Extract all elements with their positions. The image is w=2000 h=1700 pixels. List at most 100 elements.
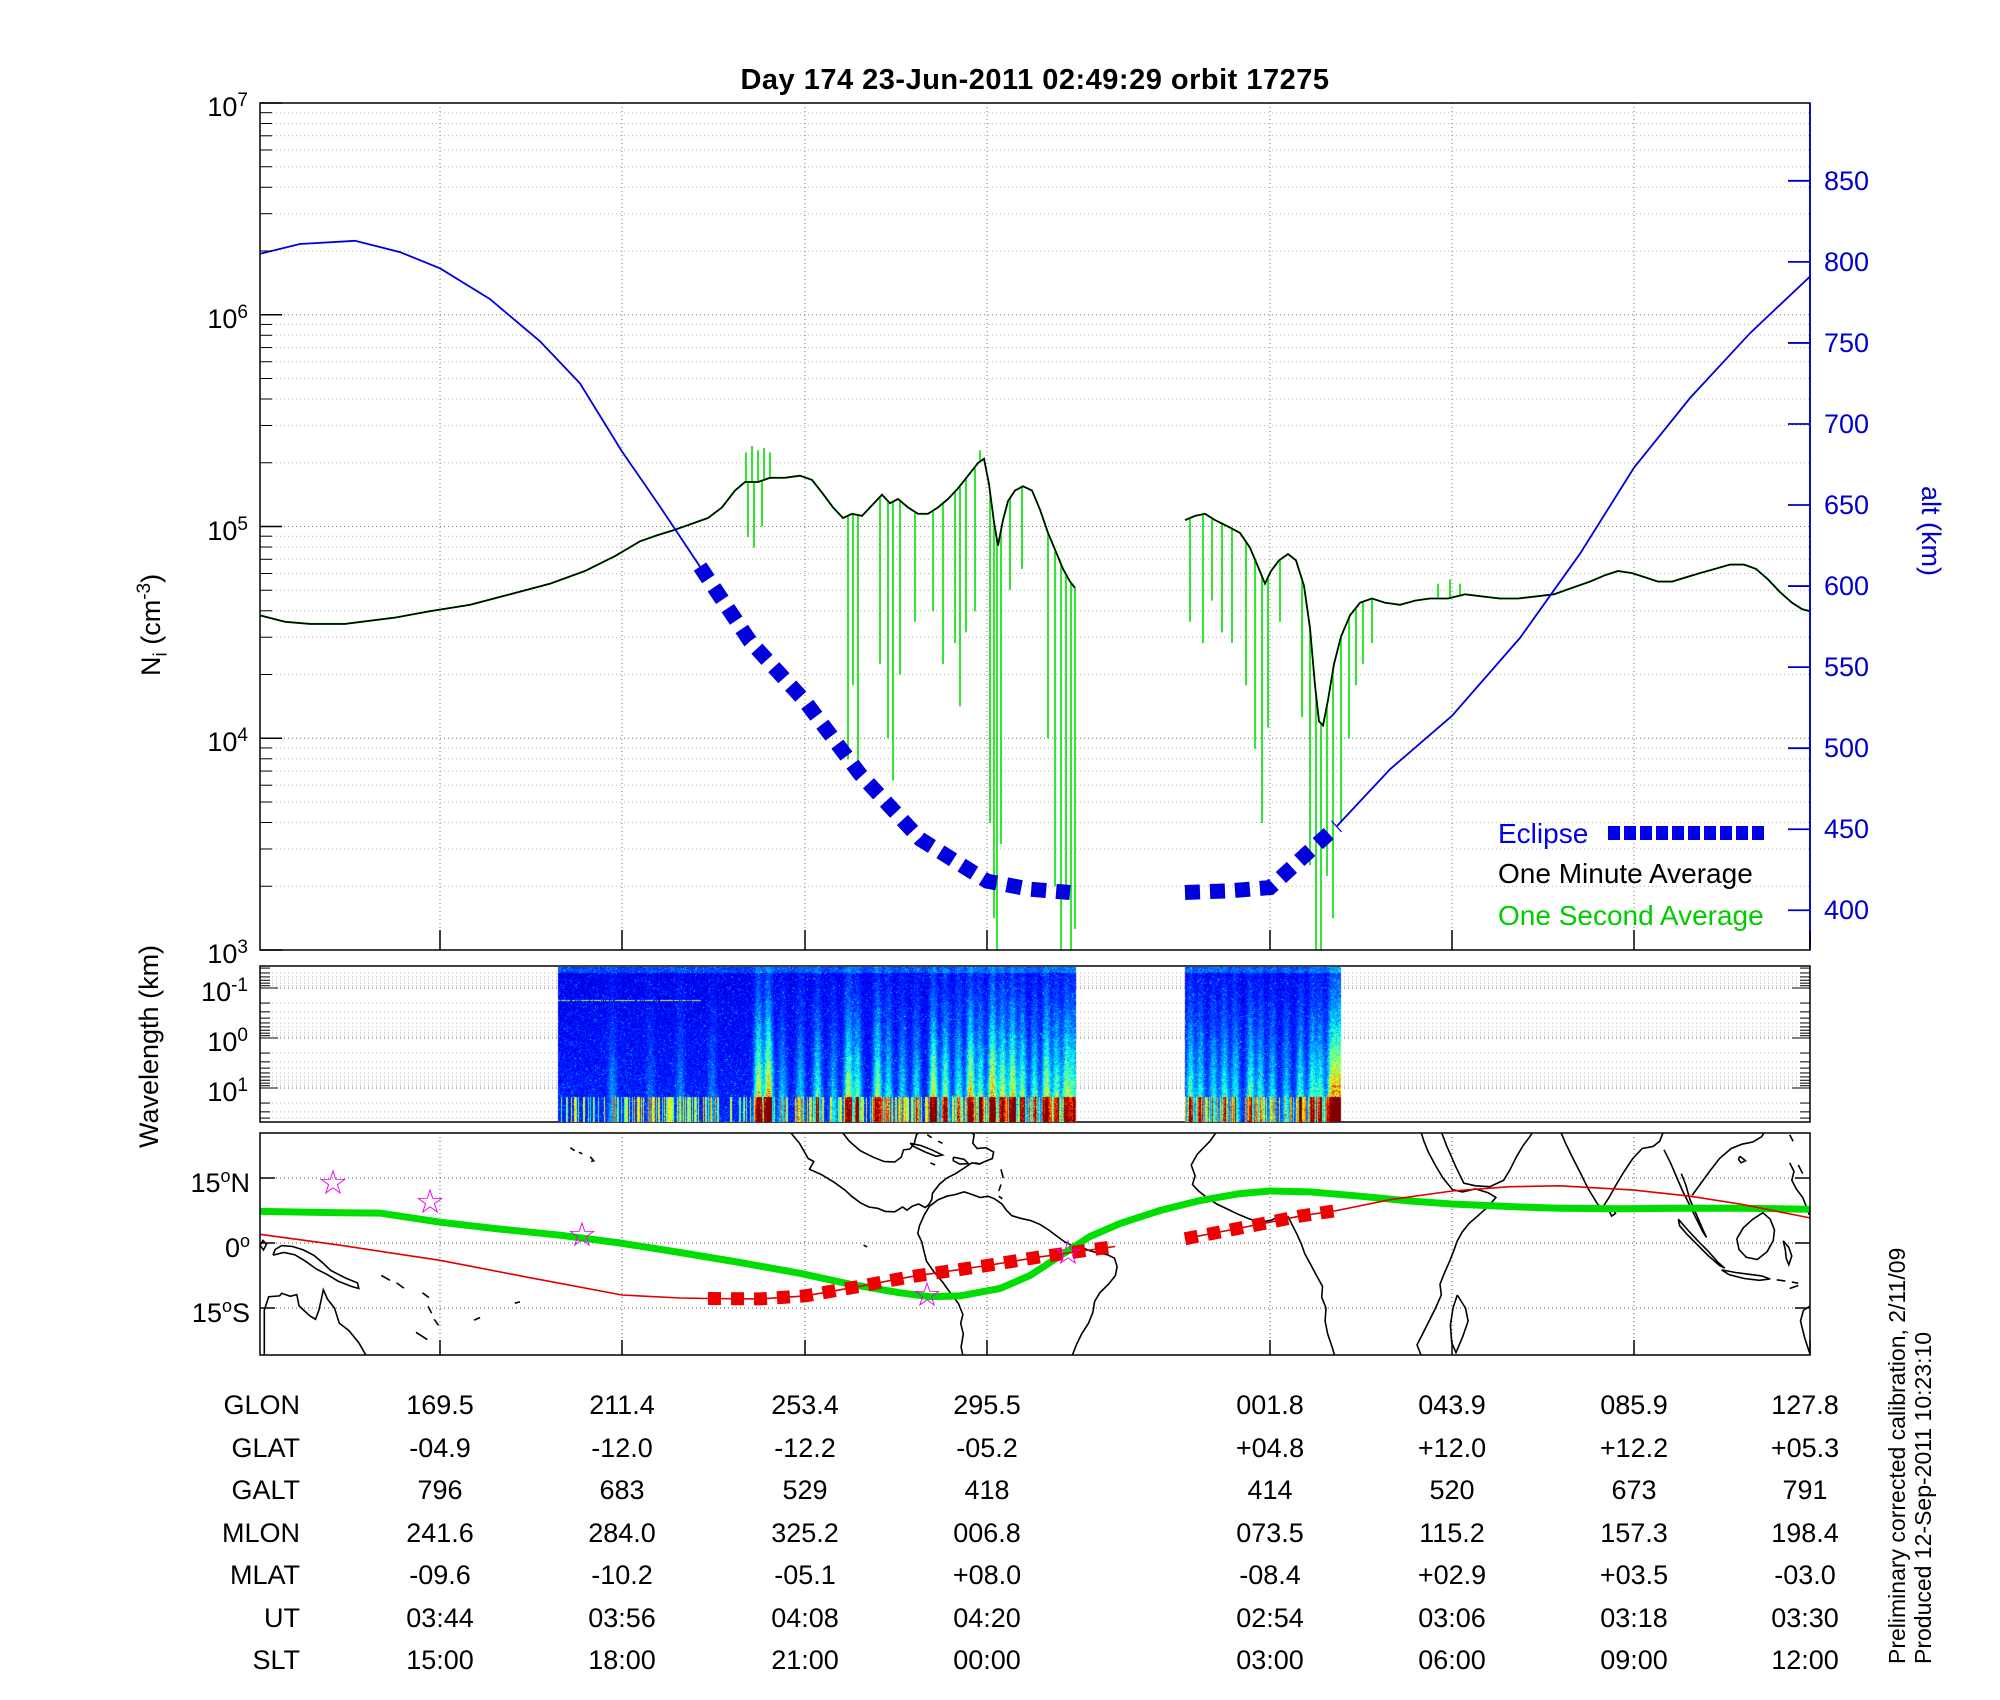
table-row-label: MLON bbox=[221, 1517, 300, 1548]
wavelength-axis-tick-label: 100 bbox=[207, 1025, 248, 1057]
table-value: 15:00 bbox=[406, 1645, 474, 1675]
altitude-axis-tick-label: 850 bbox=[1824, 165, 1870, 196]
coastline bbox=[1737, 1155, 1748, 1164]
legend-one-second-average-label: One Second Average bbox=[1498, 900, 1764, 931]
coastline bbox=[578, 1151, 583, 1155]
coastline bbox=[937, 1140, 943, 1145]
table-value: 02:54 bbox=[1236, 1602, 1304, 1633]
latitude-tick-label: 0o bbox=[224, 1231, 250, 1263]
table-row-label: GALT bbox=[231, 1475, 300, 1505]
coastline bbox=[422, 1292, 430, 1299]
table-value: 683 bbox=[599, 1475, 645, 1505]
density-axis-tick-label: 107 bbox=[207, 90, 248, 122]
eclipse-track-dashes bbox=[707, 1240, 1116, 1306]
coastline bbox=[789, 1133, 995, 1213]
density-series bbox=[260, 446, 1810, 950]
coastline bbox=[433, 1318, 440, 1326]
y-axis-label-altitude: alt (km) bbox=[1916, 486, 1946, 576]
table-value: 673 bbox=[1611, 1475, 1657, 1505]
density-axis-tick-label: 104 bbox=[207, 725, 248, 758]
latitude-tick-label: 15oS bbox=[191, 1295, 250, 1328]
altitude-axis-tick-label: 600 bbox=[1824, 571, 1870, 602]
wavelength-spectrogram-image bbox=[261, 967, 1810, 1122]
coastline bbox=[926, 1134, 933, 1139]
footer-calibration-note: Preliminary corrected calibration, 2/11/… bbox=[1884, 1247, 1910, 1664]
coastline bbox=[1799, 1305, 1810, 1355]
ground-station-star: ☆ bbox=[567, 1216, 597, 1254]
table-row-label: SLT bbox=[252, 1645, 300, 1675]
altitude-axis-tick-label: 750 bbox=[1824, 327, 1870, 358]
coastline bbox=[1691, 1133, 1765, 1196]
coastline bbox=[1782, 1240, 1793, 1267]
table-value: 085.9 bbox=[1600, 1390, 1668, 1420]
table-value: 006.8 bbox=[953, 1517, 1021, 1548]
wavelength-axis-tick-label: 10-1 bbox=[201, 975, 248, 1007]
coastline bbox=[1789, 1284, 1799, 1290]
coastline bbox=[415, 1331, 428, 1341]
table-value: -12.0 bbox=[591, 1432, 653, 1463]
table-value: 12:00 bbox=[1771, 1645, 1839, 1675]
density-axis-tick-label: 103 bbox=[207, 937, 248, 969]
latitude-tick-label: 15oN bbox=[190, 1166, 250, 1198]
coastline bbox=[841, 1133, 920, 1163]
table-value: 043.9 bbox=[1418, 1390, 1486, 1420]
table-value: 03:56 bbox=[588, 1602, 656, 1633]
table-value: +03.5 bbox=[1599, 1560, 1669, 1590]
coastline bbox=[909, 1142, 946, 1158]
density-axis-tick-label: 105 bbox=[207, 513, 248, 546]
table-value: +04.8 bbox=[1235, 1432, 1305, 1463]
ground-station-star: ☆ bbox=[912, 1276, 942, 1314]
table-value: +08.0 bbox=[952, 1560, 1022, 1590]
table-value: +05.3 bbox=[1770, 1432, 1840, 1463]
coastline bbox=[589, 1156, 596, 1163]
coastline bbox=[396, 1282, 405, 1289]
table-value: 04:20 bbox=[953, 1602, 1021, 1633]
ground-track-line bbox=[1184, 1184, 1810, 1240]
table-value: 03:44 bbox=[406, 1602, 474, 1633]
coastline bbox=[929, 1191, 1118, 1355]
table-row-label: GLON bbox=[223, 1390, 300, 1420]
table-value: +12.0 bbox=[1417, 1432, 1487, 1463]
coastline bbox=[998, 1195, 1003, 1200]
coastline bbox=[930, 1162, 936, 1166]
table-value: 418 bbox=[964, 1475, 1010, 1505]
table-row-label: MLAT bbox=[229, 1560, 300, 1590]
coastline bbox=[1440, 1133, 1534, 1188]
table-value: 127.8 bbox=[1771, 1390, 1839, 1420]
table-value: 198.4 bbox=[1771, 1517, 1839, 1548]
coastline bbox=[974, 1162, 981, 1165]
table-value: 169.5 bbox=[406, 1390, 474, 1420]
table-row-label: GLAT bbox=[231, 1432, 300, 1463]
ground-station-star: ☆ bbox=[415, 1183, 445, 1221]
coastline bbox=[952, 1156, 971, 1165]
table-value: 18:00 bbox=[588, 1645, 656, 1675]
ground-station-star: ☆ bbox=[1053, 1234, 1083, 1272]
y-axis-label-density: Ni (cm-3) bbox=[134, 573, 172, 676]
table-value: 09:00 bbox=[1600, 1645, 1668, 1675]
altitude-axis-tick-label: 400 bbox=[1824, 895, 1870, 926]
coastline bbox=[1000, 1169, 1004, 1179]
table-value: 04:08 bbox=[771, 1602, 839, 1633]
coastline bbox=[1791, 1281, 1799, 1285]
table-value: 03:00 bbox=[1236, 1645, 1304, 1675]
page-title: Day 174 23-Jun-2011 02:49:29 orbit 17275 bbox=[740, 64, 1330, 96]
table-value: 157.3 bbox=[1600, 1517, 1668, 1548]
table-value: 253.4 bbox=[771, 1390, 839, 1420]
table-value: 325.2 bbox=[771, 1517, 839, 1548]
table-value: 796 bbox=[417, 1475, 463, 1505]
coastline bbox=[569, 1147, 576, 1152]
coastline bbox=[1663, 1149, 1708, 1238]
table-row-label: UT bbox=[264, 1602, 300, 1633]
altitude-series bbox=[260, 239, 1810, 900]
wavelength-axis-tick-label: 101 bbox=[207, 1075, 248, 1107]
coastline bbox=[1677, 1218, 1726, 1269]
coastline bbox=[998, 1184, 1002, 1192]
table-value: 03:30 bbox=[1771, 1602, 1839, 1633]
legend-one-minute-average-label: One Minute Average bbox=[1498, 858, 1753, 889]
coastline bbox=[1721, 1269, 1771, 1282]
coastline bbox=[473, 1316, 481, 1321]
table-value: -03.0 bbox=[1774, 1560, 1836, 1590]
table-value: +02.9 bbox=[1417, 1560, 1487, 1590]
table-value: 284.0 bbox=[588, 1517, 656, 1548]
